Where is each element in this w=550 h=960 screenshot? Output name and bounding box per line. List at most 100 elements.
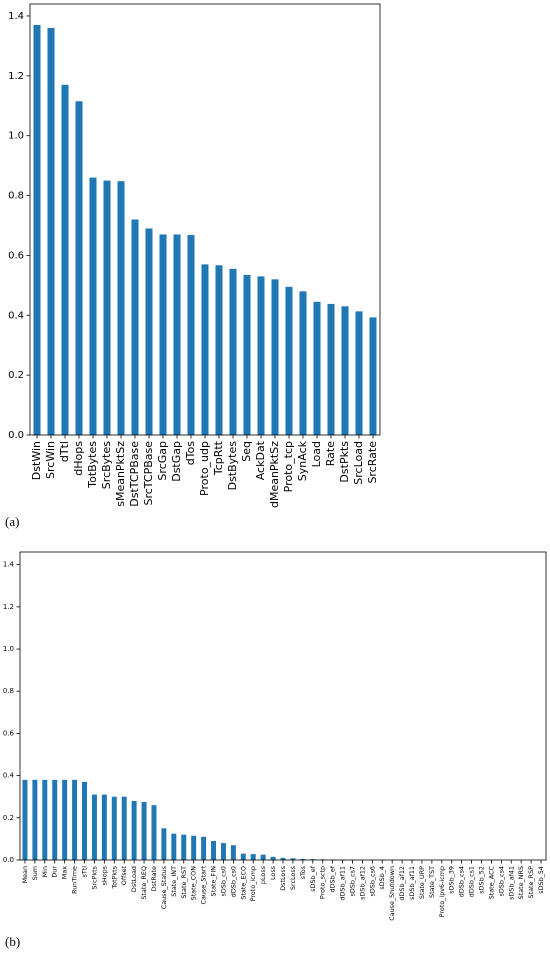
- x-tick-label: State_RST: [180, 866, 188, 899]
- x-tick-label: State_FIN: [210, 866, 218, 897]
- x-tick-label: State_URP: [418, 866, 426, 899]
- x-tick-label: sDSb_52: [477, 866, 485, 894]
- bar: [47, 27, 55, 435]
- bar: [211, 841, 217, 860]
- bar: [271, 279, 279, 435]
- bar: [290, 858, 296, 860]
- bar: [215, 265, 223, 435]
- bar: [145, 228, 153, 435]
- x-tick-label: TotBytes: [86, 441, 99, 489]
- x-tick-label: State_ECO: [239, 866, 247, 900]
- x-tick-label: dTos: [184, 441, 197, 466]
- bar: [191, 835, 197, 860]
- bar: [52, 779, 58, 860]
- x-tick-label: DstGap: [170, 441, 183, 482]
- x-tick-label: sTtl: [81, 866, 89, 878]
- bar: [187, 235, 195, 435]
- x-tick-label: Proto_ipv6-icmp: [438, 866, 446, 917]
- bar: [341, 306, 349, 435]
- bar: [355, 311, 363, 435]
- x-tick-label: sMeanPktSz: [114, 441, 127, 507]
- x-tick-label: dDSb_cs0: [229, 866, 237, 897]
- y-tick-label: 1.2: [3, 603, 14, 611]
- x-tick-label: sDSb_4: [378, 866, 386, 890]
- y-tick-label: 0.0: [3, 856, 14, 864]
- bar: [310, 859, 316, 860]
- bar: [62, 779, 68, 860]
- x-tick-label: dHops: [72, 441, 85, 476]
- x-tick-label: State_CON: [190, 866, 198, 901]
- y-tick-label: 0.4: [8, 310, 24, 321]
- y-tick-label: 0.0: [8, 430, 24, 441]
- bar: [141, 801, 147, 860]
- bar: [250, 854, 256, 860]
- x-tick-label: sDSb_af12: [358, 866, 366, 900]
- x-tick-label: SrcBytes: [100, 441, 113, 489]
- x-tick-label: sDSb_cs6: [368, 866, 376, 896]
- x-tick-label: sDSb_cs4: [497, 866, 505, 896]
- x-tick-label: dDSb_cs4: [458, 866, 466, 897]
- x-tick-label: State_RSP: [527, 866, 535, 899]
- y-tick-label: 0.2: [8, 370, 24, 381]
- bar: [300, 858, 306, 860]
- bar: [111, 796, 117, 860]
- x-tick-label: DstTCPBase: [128, 441, 141, 507]
- x-tick-label: State_TST: [428, 866, 436, 898]
- x-tick-label: DstLoss: [279, 865, 287, 890]
- x-tick-label: TotPkts: [110, 865, 118, 889]
- x-tick-label: AckDat: [254, 440, 267, 480]
- x-tick-label: sHops: [100, 865, 108, 885]
- x-tick-label: Rate: [324, 441, 337, 466]
- x-tick-label: Cause_Start: [200, 866, 208, 905]
- x-tick-label: dDSb_af11: [339, 866, 347, 901]
- bar: [131, 800, 137, 860]
- bar: [285, 286, 293, 435]
- x-tick-label: DstRate: [150, 866, 158, 891]
- y-tick-label: 0.6: [8, 250, 24, 261]
- x-tick-label: SrcLoss: [289, 865, 297, 890]
- bar: [220, 843, 226, 860]
- x-tick-label: Offset: [120, 866, 128, 886]
- bar: [327, 303, 335, 435]
- x-tick-label: sDSb_af11: [408, 866, 416, 900]
- x-tick-label: SrcGap: [156, 441, 169, 481]
- x-tick-label: sDSb_af41: [507, 866, 515, 900]
- x-tick-label: Proto_sctp: [319, 866, 327, 899]
- y-tick-label: 0.8: [8, 191, 24, 202]
- x-tick-label: DstBytes: [226, 441, 239, 491]
- x-tick-label: SrcWin: [44, 441, 57, 479]
- x-tick-label: Max: [61, 866, 69, 879]
- x-tick-label: Proto_udp: [198, 441, 211, 496]
- y-tick-label: 0.8: [3, 687, 14, 695]
- bar: [270, 856, 276, 860]
- x-tick-label: Proto_icmp: [249, 866, 257, 901]
- y-tick-label: 1.0: [3, 645, 14, 653]
- x-tick-label: Sum: [31, 866, 39, 880]
- bar: [75, 101, 83, 436]
- y-tick-label: 0.2: [3, 814, 14, 822]
- bar: [42, 779, 48, 860]
- x-tick-label: State_NRS: [517, 866, 525, 899]
- bar: [230, 845, 236, 860]
- y-tick-label: 1.2: [8, 71, 24, 82]
- x-tick-label: DstWin: [30, 441, 43, 480]
- bar: [151, 805, 157, 860]
- x-tick-label: SrcPkts: [90, 865, 98, 889]
- bar: [243, 274, 251, 435]
- bar: [299, 291, 307, 435]
- plot-frame: [19, 551, 547, 861]
- x-tick-label: State_INT: [170, 866, 178, 897]
- x-tick-label: pLoss: [259, 865, 267, 884]
- x-tick-label: State_ACC: [487, 865, 495, 899]
- x-tick-label: State_REQ: [140, 866, 148, 900]
- x-tick-label: SrcLoad: [352, 441, 365, 485]
- x-tick-label: Seq: [240, 441, 253, 462]
- y-tick-label: 1.0: [8, 131, 24, 142]
- x-tick-label: TcpRtt: [212, 440, 225, 476]
- x-tick-label: Mean: [21, 866, 29, 883]
- x-tick-label: Proto_tcp: [282, 441, 295, 492]
- bar: [117, 181, 125, 435]
- panel-caption: (b): [5, 934, 20, 949]
- bar: [33, 24, 41, 436]
